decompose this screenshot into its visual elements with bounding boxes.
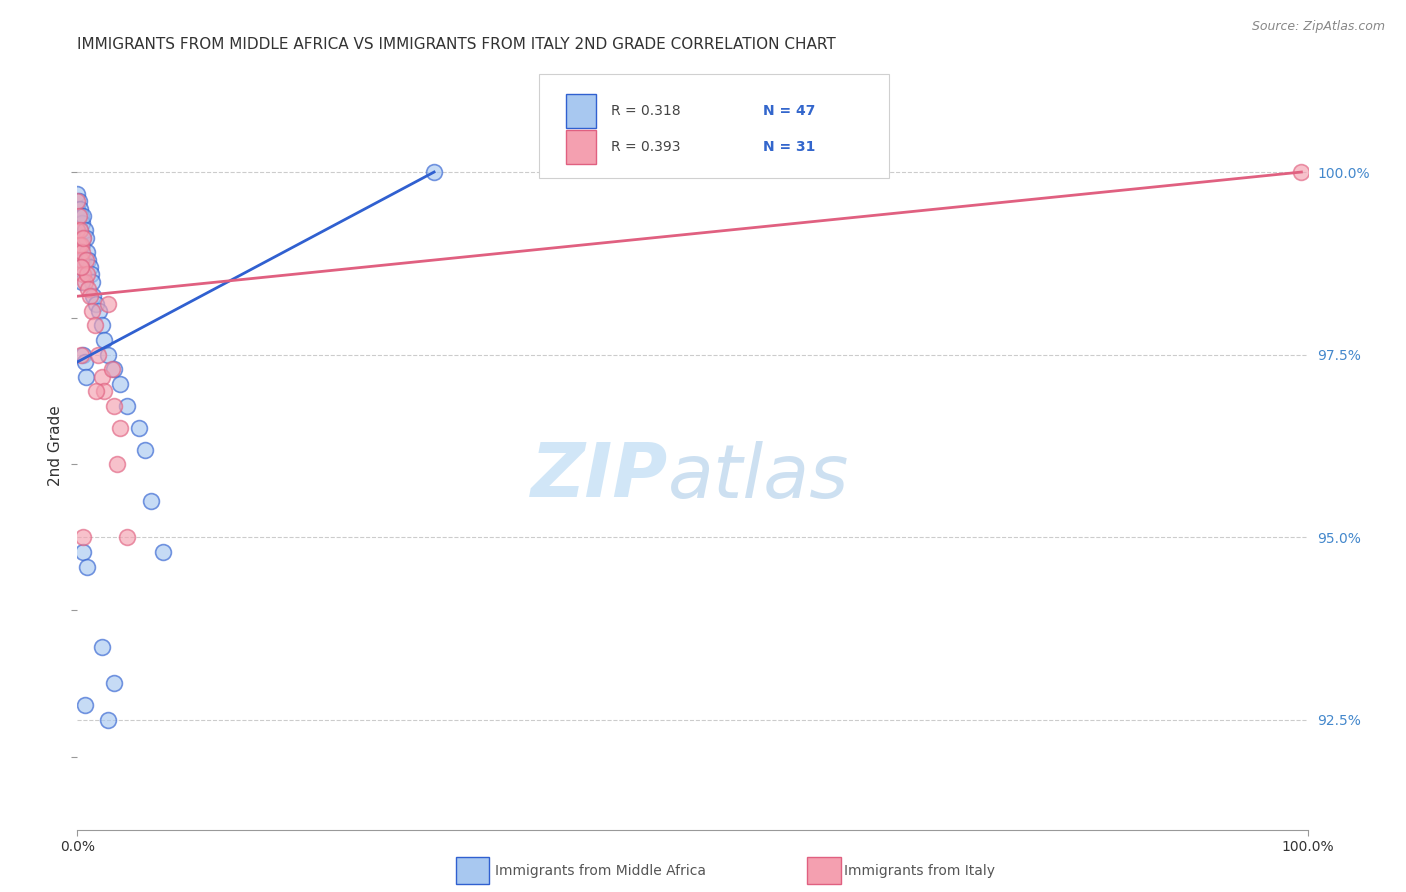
Point [93,384,115,399]
Point [73,275,96,289]
Point [72,252,94,267]
Point [87,348,110,362]
Point [66,231,89,245]
Point [110,421,132,435]
Point [70,209,93,223]
Point [76,559,98,574]
Point [103,399,125,413]
Point [83,318,105,333]
Point [115,530,138,544]
Point [67,209,90,223]
Point [73,698,96,713]
Point [79,260,101,274]
Text: R = 0.318: R = 0.318 [612,103,681,118]
Point [70,231,93,245]
Point [67,194,90,209]
Point [72,348,94,362]
Point [67,238,90,252]
Text: Immigrants from Italy: Immigrants from Italy [844,863,994,878]
Text: N = 31: N = 31 [762,140,815,153]
Point [77,252,100,267]
Point [70,348,93,362]
Text: IMMIGRANTS FROM MIDDLE AFRICA VS IMMIGRANTS FROM ITALY 2ND GRADE CORRELATION CHA: IMMIGRANTS FROM MIDDLE AFRICA VS IMMIGRA… [77,37,837,52]
Point [66,186,89,201]
Point [97,713,120,727]
Point [66,194,89,209]
Point [75,369,97,384]
Y-axis label: 2nd Grade: 2nd Grade [48,406,63,486]
Point [66,202,89,216]
Point [90,640,114,654]
Point [66,223,89,237]
Point [70,260,93,274]
Point [69,223,91,237]
Point [84,296,107,310]
Point [70,238,93,252]
Point [90,369,114,384]
Point [152,545,174,559]
Point [141,493,163,508]
Point [1291,165,1313,179]
Bar [565,94,596,128]
Point [72,231,94,245]
Point [105,457,128,471]
Point [75,252,97,267]
Bar [565,129,596,164]
Point [76,245,98,260]
Point [82,289,104,303]
Point [66,216,89,230]
Text: atlas: atlas [668,441,849,513]
Text: R = 0.393: R = 0.393 [612,140,681,153]
Point [101,362,124,376]
Text: Immigrants from Middle Africa: Immigrants from Middle Africa [495,863,706,878]
Point [128,421,150,435]
Point [82,303,104,318]
Point [89,303,111,318]
Point [103,676,125,690]
Point [80,268,103,282]
Text: ZIP: ZIP [530,440,668,513]
Point [73,355,96,369]
Point [423,165,446,179]
Point [79,289,101,303]
Point [72,231,94,245]
Point [72,530,94,544]
Point [70,252,93,267]
Point [103,362,125,376]
Point [72,545,94,559]
Point [76,268,98,282]
Point [70,275,93,289]
Point [77,282,100,296]
Point [110,376,132,391]
Point [82,275,104,289]
FancyBboxPatch shape [538,74,890,178]
Point [69,223,91,237]
Point [67,216,90,230]
Point [72,268,94,282]
Point [70,238,93,252]
Point [134,442,156,457]
Point [97,296,120,310]
Point [84,384,107,399]
Point [75,231,97,245]
Point [90,318,114,333]
Text: N = 47: N = 47 [762,103,815,118]
Point [70,245,93,260]
Point [93,333,115,347]
Point [115,399,138,413]
Point [70,216,93,230]
Point [69,202,91,216]
Point [97,348,120,362]
Text: Source: ZipAtlas.com: Source: ZipAtlas.com [1251,20,1385,33]
Point [72,209,94,223]
Point [70,260,93,274]
Point [73,223,96,237]
